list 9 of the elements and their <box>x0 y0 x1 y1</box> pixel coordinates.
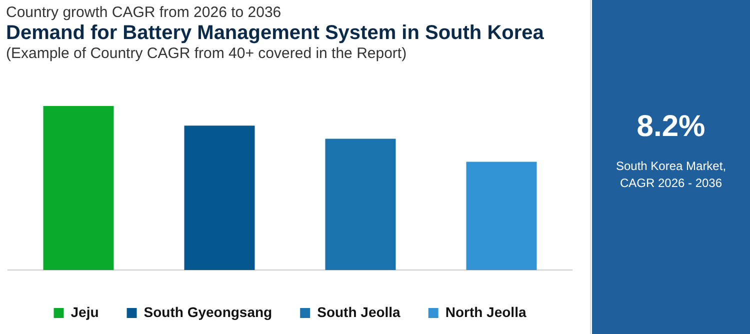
text: South Korea Market, CAGR 2026 - 2036 <box>614 158 728 192</box>
chart-title: Demand for Battery Management System in South Korea <box>6 21 545 45</box>
legend-label: South Gyeongsang <box>144 304 272 320</box>
text: 8.2% <box>636 110 706 144</box>
legend-label: North Jeolla <box>445 304 526 320</box>
chart-subtitle: (Example of Country CAGR from 40+ covered in the Report) <box>6 45 408 62</box>
text: Country growth CAGR from 2026 to 2036 <box>6 4 282 21</box>
legend-label: South Jeolla <box>317 304 401 320</box>
legend-label: Jeju <box>70 304 99 320</box>
